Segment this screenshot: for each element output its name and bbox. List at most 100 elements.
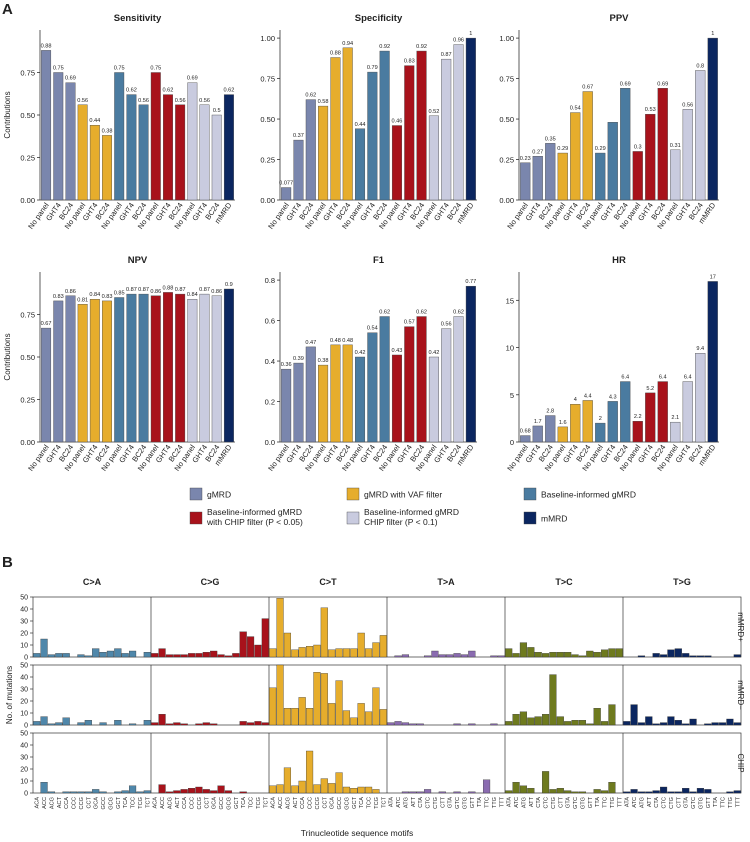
motif-label: ATA — [625, 797, 631, 807]
mutation-bar — [711, 722, 719, 726]
y-tick-label: 0.00 — [260, 196, 275, 205]
mutation-bar — [143, 790, 151, 794]
y-tick-label: 0.0 — [265, 438, 275, 447]
mutation-bar — [291, 649, 299, 658]
bar-mmrd — [707, 281, 718, 443]
y-tick-label: 0.25 — [20, 154, 35, 163]
mutation-bar — [320, 778, 328, 794]
data-label: 0.69 — [620, 81, 631, 87]
data-label: 0.86 — [65, 289, 76, 295]
mutation-bar — [674, 648, 682, 658]
motif-label: ACG — [167, 797, 173, 809]
mutation-bar — [210, 650, 218, 658]
motif-label: GCA — [212, 797, 218, 809]
mutation-bar — [128, 650, 137, 658]
data-label: 0.3 — [634, 144, 642, 150]
motif-label: GTG — [580, 797, 586, 809]
bar-bc24 — [65, 82, 76, 201]
data-label: 0.87 — [138, 287, 149, 293]
mutation-bar — [40, 716, 48, 726]
bar-no-panel — [281, 187, 292, 201]
mutation-bar — [180, 654, 188, 658]
legend-item: Baseline-informed gMRD with CHIP filter (… — [189, 507, 303, 527]
motif-label: TTG — [610, 797, 616, 808]
motif-label: TCG — [256, 797, 262, 809]
mutation-bar — [556, 716, 564, 726]
mutation-bar — [269, 648, 277, 658]
mutation-bar — [387, 722, 395, 726]
y-tick-label: 1.00 — [499, 34, 514, 43]
mutation-bar — [232, 653, 240, 658]
bar-no-panel — [114, 297, 125, 443]
mutation-bar — [578, 720, 587, 726]
mutation-bar — [291, 785, 299, 794]
motif-label: ATT — [529, 796, 535, 807]
bar-bc24 — [305, 99, 316, 201]
bar-bc24 — [138, 293, 149, 443]
data-label: 0.36 — [281, 362, 292, 368]
data-label: 0.84 — [89, 292, 100, 298]
mutation-bar — [283, 708, 292, 726]
motif-label: TTT — [499, 796, 505, 807]
data-label: 0.67 — [41, 321, 52, 327]
bar-ght4 — [53, 72, 64, 201]
bar-no-panel — [520, 162, 531, 201]
data-label: 0.88 — [163, 285, 174, 291]
bar-ght4 — [367, 71, 378, 201]
bar-mmrd — [707, 37, 718, 201]
y-tick-label: 0.75 — [20, 311, 35, 320]
y-tick-label: 0.00 — [499, 196, 514, 205]
data-label: 0.69 — [187, 76, 198, 82]
substitution-header: T>A — [437, 577, 455, 587]
mutation-bar — [165, 654, 174, 658]
data-label: 0.56 — [441, 322, 452, 328]
mutation-bar — [217, 785, 225, 794]
mutation-bar — [55, 653, 63, 658]
data-label: 0.86 — [211, 289, 222, 295]
bar-bc24 — [102, 300, 112, 443]
mutation-bar — [254, 644, 262, 658]
bar-bc24 — [545, 415, 556, 443]
motif-label: TCC — [367, 797, 373, 809]
mutation-bar — [62, 717, 70, 726]
chart-title: F1 — [373, 255, 385, 266]
motif-label: CCT — [204, 796, 210, 808]
data-label: 0.9 — [225, 282, 233, 288]
motif-label: TCG — [374, 797, 380, 809]
mutation-bar — [158, 784, 166, 794]
y-tick-label: 0.4 — [265, 357, 275, 366]
mutation-bar — [468, 650, 476, 658]
mutation-bar — [180, 789, 188, 794]
mutation-bar — [210, 723, 218, 726]
motif-label: GTT — [706, 796, 712, 808]
mutation-bar — [276, 664, 284, 726]
motif-label: ATG — [639, 797, 645, 808]
mutation-bar — [55, 722, 63, 726]
motif-label: TCA — [123, 797, 129, 808]
y-tick-label: 20 — [20, 767, 28, 774]
mutation-bar — [342, 786, 351, 794]
mutation-bar — [674, 720, 682, 726]
data-label: 0.48 — [330, 338, 341, 344]
mutation-bar — [298, 647, 306, 658]
data-label: 0.42 — [428, 350, 439, 356]
mutation-bar — [527, 788, 535, 794]
mutation-bar — [350, 648, 358, 658]
bar-bc24 — [211, 295, 222, 443]
motif-label: TCT — [145, 796, 151, 807]
bar-ght4 — [163, 292, 173, 443]
motif-label: CTT — [676, 796, 682, 807]
mutation-bar — [615, 648, 623, 658]
mutation-bar — [202, 789, 210, 794]
mutation-bar — [490, 655, 498, 658]
mutation-bar — [468, 723, 476, 726]
mutation-bar — [423, 655, 432, 658]
bar-no-panel — [428, 115, 439, 201]
mutation-bar — [726, 718, 734, 726]
data-label: 0.56 — [199, 98, 210, 104]
motif-label: GTC — [573, 797, 579, 809]
bar-bc24 — [102, 135, 112, 201]
motif-label: ATG — [403, 797, 409, 808]
data-label: 0.29 — [557, 146, 568, 152]
y-tick-label: 40 — [20, 675, 28, 682]
